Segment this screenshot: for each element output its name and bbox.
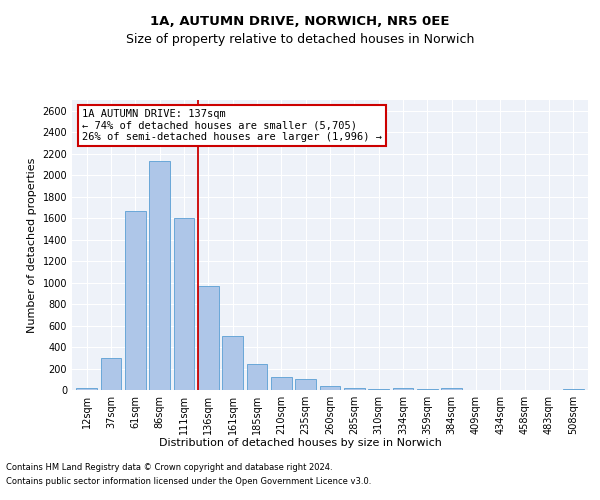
- Bar: [173, 218, 194, 390]
- Text: Contains HM Land Registry data © Crown copyright and database right 2024.: Contains HM Land Registry data © Crown c…: [6, 464, 332, 472]
- Bar: [247, 364, 268, 390]
- Bar: [101, 358, 121, 390]
- Bar: [125, 210, 146, 390]
- Bar: [563, 389, 584, 390]
- Text: Distribution of detached houses by size in Norwich: Distribution of detached houses by size …: [158, 438, 442, 448]
- Bar: [392, 388, 413, 390]
- Bar: [320, 386, 340, 390]
- Bar: [198, 286, 218, 390]
- Bar: [344, 388, 365, 390]
- Bar: [76, 388, 97, 390]
- Text: Size of property relative to detached houses in Norwich: Size of property relative to detached ho…: [126, 32, 474, 46]
- Bar: [222, 336, 243, 390]
- Text: Contains public sector information licensed under the Open Government Licence v3: Contains public sector information licen…: [6, 477, 371, 486]
- Y-axis label: Number of detached properties: Number of detached properties: [27, 158, 37, 332]
- Text: 1A AUTUMN DRIVE: 137sqm
← 74% of detached houses are smaller (5,705)
26% of semi: 1A AUTUMN DRIVE: 137sqm ← 74% of detache…: [82, 108, 382, 142]
- Text: 1A, AUTUMN DRIVE, NORWICH, NR5 0EE: 1A, AUTUMN DRIVE, NORWICH, NR5 0EE: [150, 15, 450, 28]
- Bar: [442, 388, 462, 390]
- Bar: [295, 380, 316, 390]
- Bar: [271, 376, 292, 390]
- Bar: [149, 161, 170, 390]
- Bar: [368, 389, 389, 390]
